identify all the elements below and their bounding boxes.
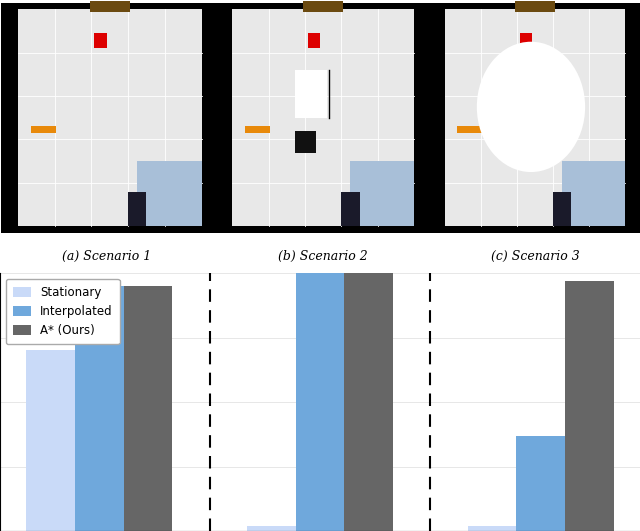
FancyBboxPatch shape [341,192,360,226]
Bar [344,273,393,531]
FancyBboxPatch shape [216,3,431,233]
FancyBboxPatch shape [458,126,483,133]
Text: (c) Scenario 3: (c) Scenario 3 [491,250,579,263]
Bar [565,281,614,531]
FancyBboxPatch shape [303,1,343,12]
Bar [247,526,296,531]
Bar [468,526,516,531]
Bar [516,435,565,531]
FancyBboxPatch shape [562,161,625,226]
FancyBboxPatch shape [245,126,271,133]
FancyBboxPatch shape [445,9,625,226]
FancyBboxPatch shape [308,33,321,48]
Text: (a) Scenario 1: (a) Scenario 1 [62,250,152,263]
FancyBboxPatch shape [351,161,414,226]
FancyBboxPatch shape [31,126,56,133]
FancyBboxPatch shape [520,33,532,48]
FancyBboxPatch shape [18,9,202,226]
Bar [26,350,75,531]
Bar [296,273,344,531]
FancyBboxPatch shape [94,33,107,48]
FancyBboxPatch shape [1,3,218,233]
Legend: Stationary, Interpolated, A* (Ours): Stationary, Interpolated, A* (Ours) [6,279,120,344]
Bar [124,286,172,531]
FancyBboxPatch shape [138,161,202,226]
FancyBboxPatch shape [294,70,327,118]
Ellipse shape [477,42,585,172]
FancyBboxPatch shape [294,131,316,152]
Text: (b) Scenario 2: (b) Scenario 2 [278,250,368,263]
FancyBboxPatch shape [515,1,555,12]
FancyBboxPatch shape [232,9,414,226]
FancyBboxPatch shape [128,192,147,226]
FancyBboxPatch shape [90,1,130,12]
Bar [75,286,124,531]
FancyBboxPatch shape [553,192,571,226]
FancyBboxPatch shape [428,3,640,233]
